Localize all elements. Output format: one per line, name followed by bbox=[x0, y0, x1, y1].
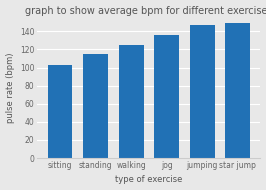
Bar bbox=[83, 54, 108, 158]
Y-axis label: pulse rate (bpm): pulse rate (bpm) bbox=[6, 53, 15, 123]
Bar bbox=[190, 25, 215, 158]
Title: graph to show average bpm for different exercises: graph to show average bpm for different … bbox=[25, 6, 266, 16]
Bar bbox=[48, 65, 72, 158]
Bar bbox=[154, 35, 179, 158]
Bar bbox=[225, 23, 250, 158]
Bar bbox=[119, 45, 144, 158]
X-axis label: type of exercise: type of exercise bbox=[115, 175, 182, 184]
